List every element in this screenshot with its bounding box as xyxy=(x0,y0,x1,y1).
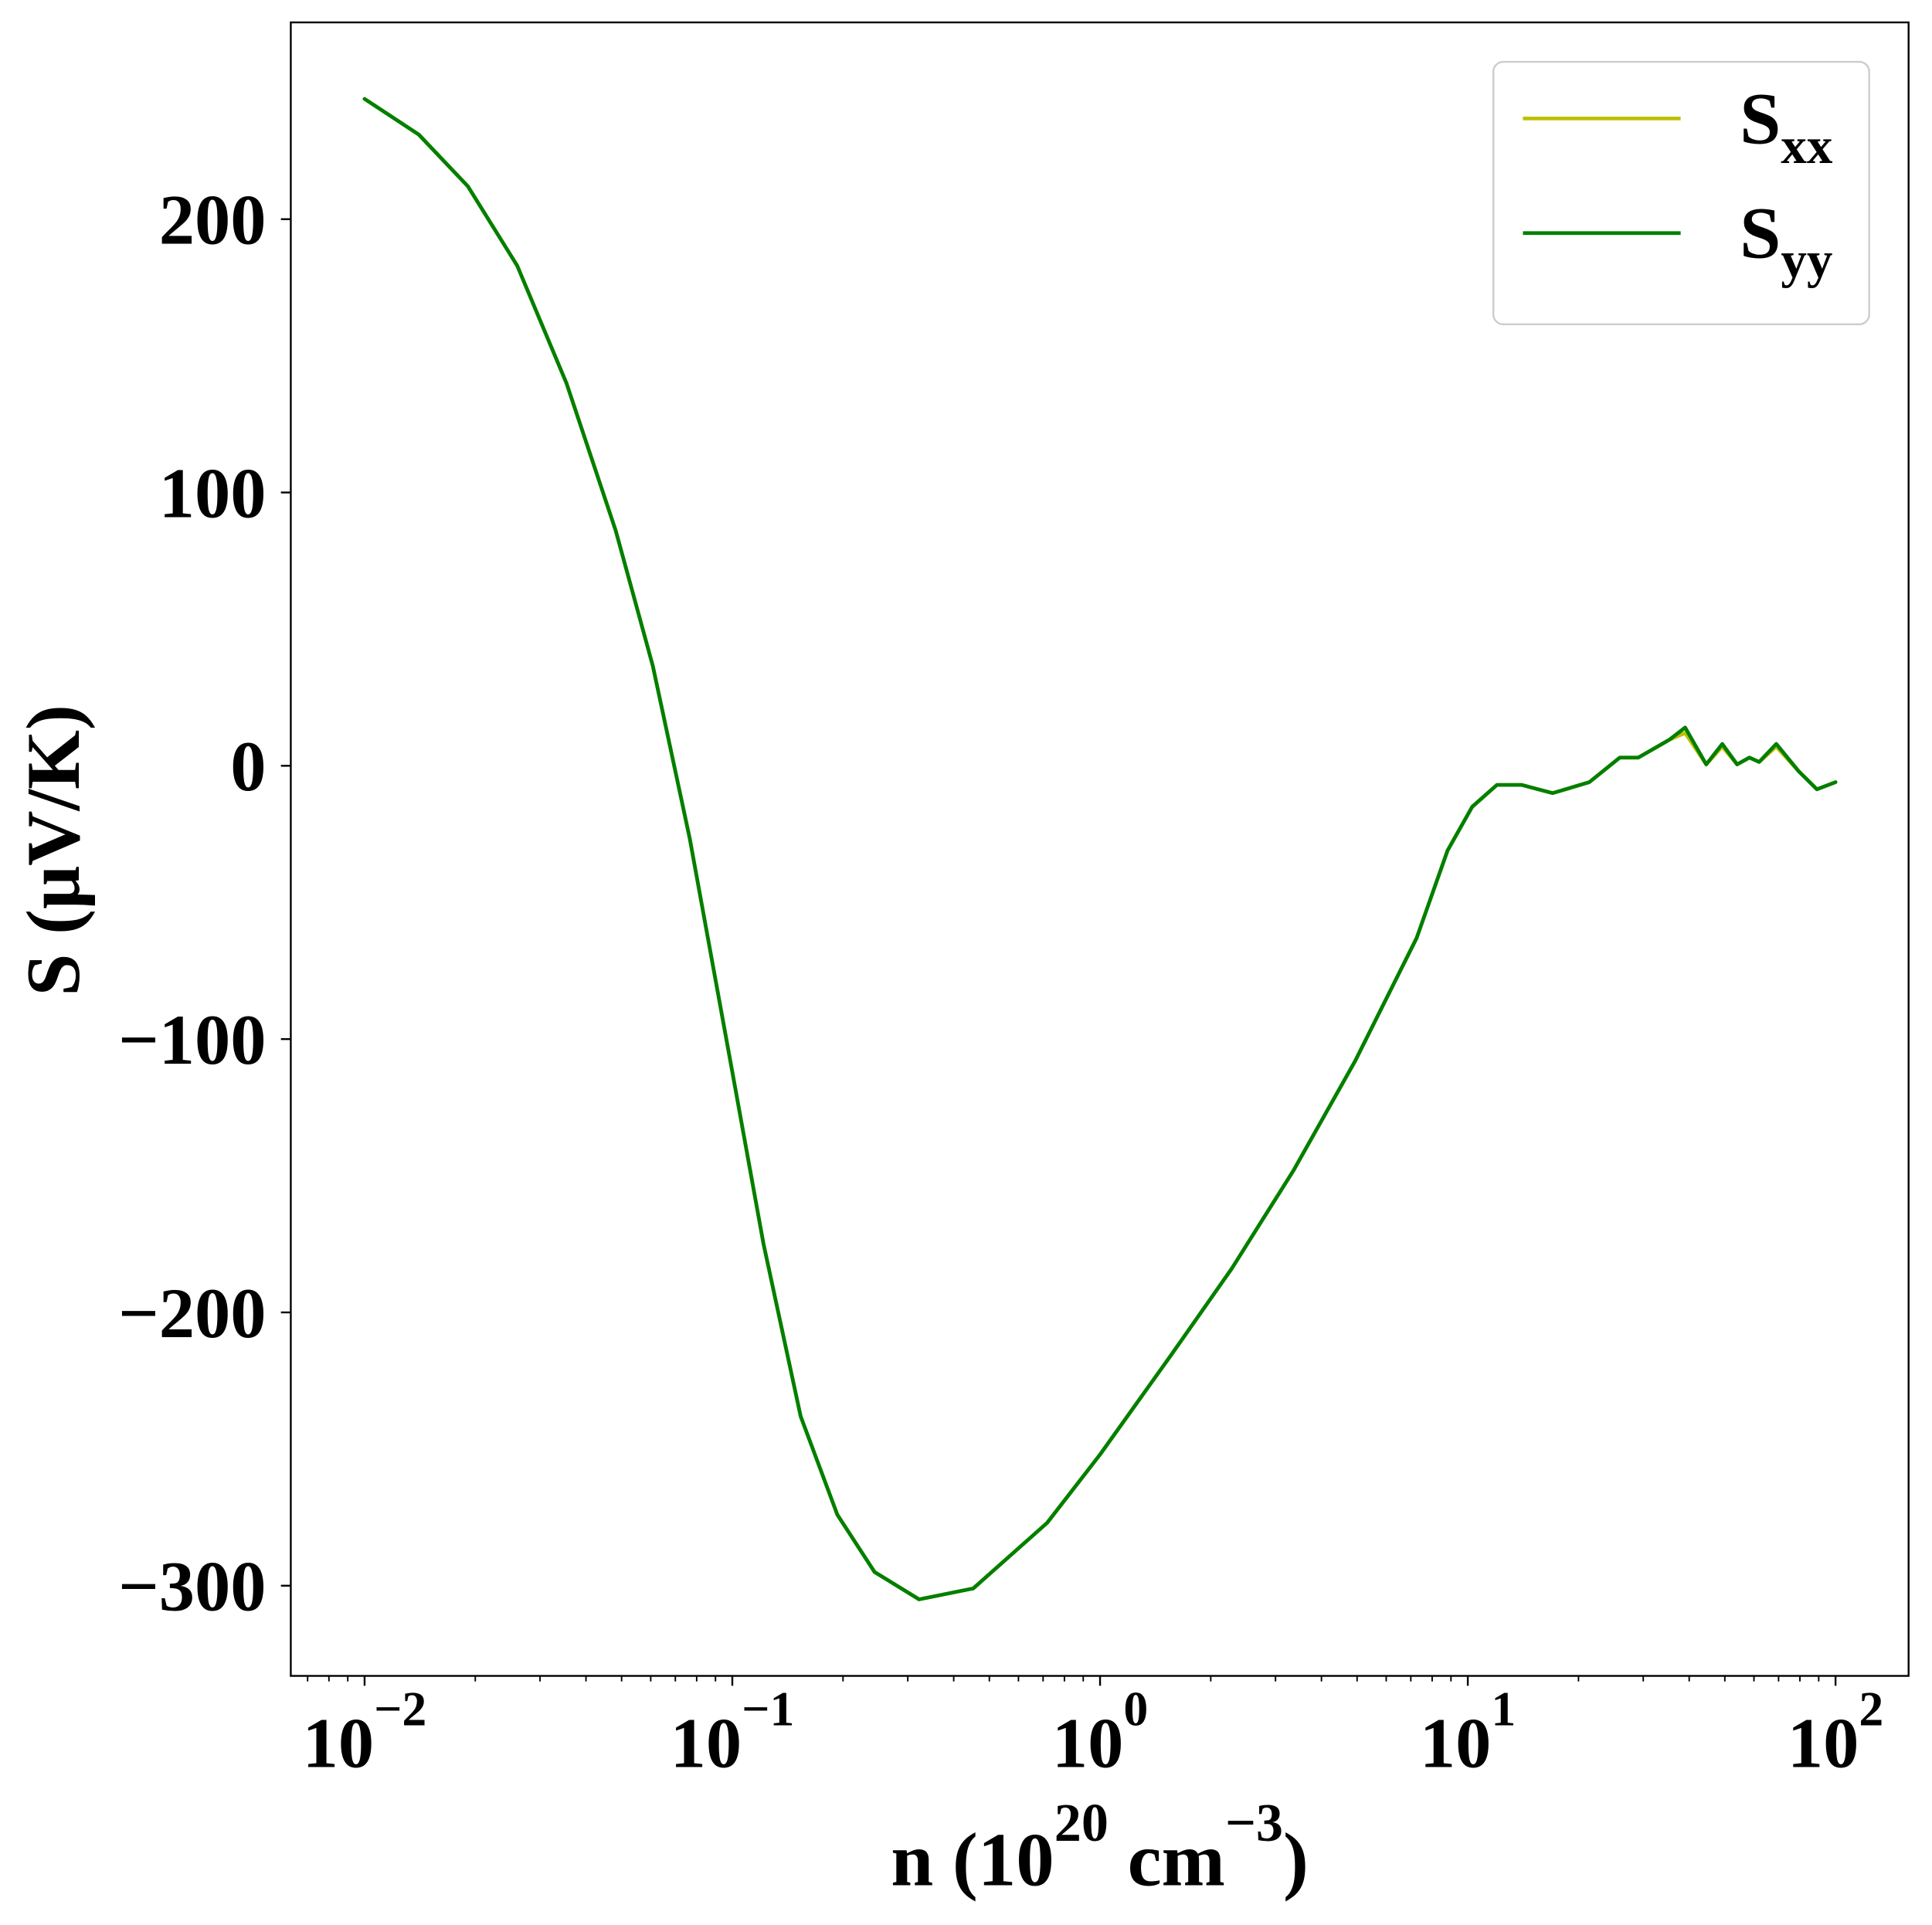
legend-subscript: xx xyxy=(1781,117,1832,175)
legend-box xyxy=(1492,60,1870,325)
x-tick-base: 10 xyxy=(303,1705,375,1784)
axes-frame xyxy=(290,21,1910,1677)
x-tick-label: 102 xyxy=(1788,1681,1883,1783)
y-tick-label: −100 xyxy=(118,1001,266,1080)
x-axis-label-part: n (10 xyxy=(891,1818,1054,1903)
y-tick-label: −200 xyxy=(118,1275,266,1353)
x-tick-exponent: −1 xyxy=(742,1681,794,1736)
legend-name: S xyxy=(1740,77,1781,159)
x-tick-exponent: 1 xyxy=(1491,1681,1516,1736)
x-tick-exponent: 0 xyxy=(1123,1681,1148,1736)
x-axis-label-sup: −3 xyxy=(1225,1793,1283,1853)
x-tick-label: 100 xyxy=(1052,1681,1148,1783)
x-tick-base: 10 xyxy=(1420,1705,1492,1784)
y-axis-label: S (μV/K) xyxy=(12,704,96,996)
x-tick-base: 10 xyxy=(671,1705,742,1784)
legend-label: Syy xyxy=(1740,192,1832,290)
legend-label: Sxx xyxy=(1740,77,1833,175)
x-tick-label: 10−1 xyxy=(671,1681,795,1783)
x-axis-label-part: ) xyxy=(1283,1818,1309,1903)
y-tick-label: 100 xyxy=(159,454,267,533)
x-tick-base: 10 xyxy=(1788,1705,1859,1784)
x-axis-label-part: cm xyxy=(1109,1818,1225,1903)
legend-name: S xyxy=(1740,192,1781,274)
x-tick-label: 10−2 xyxy=(303,1681,427,1783)
legend-subscript: yy xyxy=(1781,232,1832,289)
x-axis-label: n (1020 cm−3) xyxy=(891,1793,1309,1902)
series-line xyxy=(362,97,1838,1601)
y-tick-label: −300 xyxy=(118,1548,266,1627)
y-tick-label: 200 xyxy=(159,182,267,260)
x-tick-exponent: 2 xyxy=(1859,1681,1883,1736)
x-tick-base: 10 xyxy=(1052,1705,1124,1784)
y-tick-label: 0 xyxy=(230,728,266,806)
x-tick-exponent: −2 xyxy=(374,1681,426,1736)
x-axis-label-sup: 20 xyxy=(1054,1793,1109,1853)
x-tick-label: 101 xyxy=(1420,1681,1516,1783)
